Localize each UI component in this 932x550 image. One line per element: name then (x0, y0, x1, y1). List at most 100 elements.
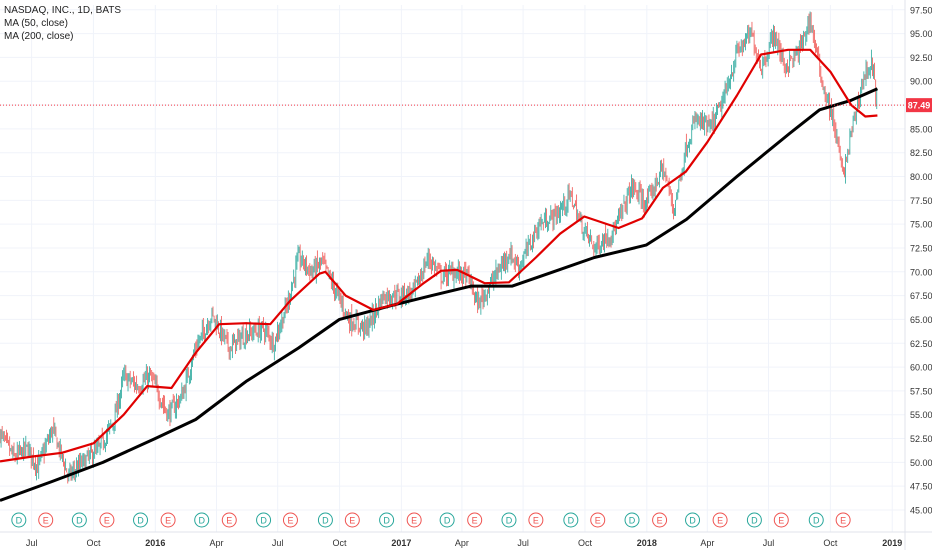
earnings-marker[interactable]: E (835, 512, 851, 528)
y-tick-label: 75.00 (910, 220, 932, 230)
marker-label: D (137, 516, 144, 526)
earnings-marker[interactable]: E (773, 512, 789, 528)
marker-circle (71, 512, 87, 528)
price-badge-bg (906, 98, 932, 113)
marker-circle (11, 512, 27, 528)
ma200-line (0, 87, 879, 502)
marker-circle (563, 512, 579, 528)
dividend-marker[interactable]: D (501, 512, 517, 528)
earnings-marker[interactable]: E (467, 512, 483, 528)
marker-label: E (717, 516, 723, 526)
marker-circle (344, 512, 360, 528)
marker-label: D (689, 516, 696, 526)
y-tick-label: 97.50 (910, 5, 932, 15)
x-axis[interactable]: Jul Oct 2016 Apr Jul Oct 2017 Apr Jul Oct 2018 Apr J… (0, 531, 932, 548)
y-tick-label: 52.50 (910, 434, 932, 444)
earnings-marker[interactable]: E (652, 512, 668, 528)
earnings-marker[interactable]: E (406, 512, 422, 528)
marker-label: D (383, 516, 390, 526)
y-tick-label: 77.50 (910, 196, 932, 206)
marker-label: D (568, 516, 575, 526)
x-tick-label: Oct (86, 538, 101, 548)
earnings-marker[interactable]: E (528, 512, 544, 528)
marker-circle (624, 512, 640, 528)
current-price-badge: 87.49 (906, 98, 932, 113)
marker-circle (38, 512, 54, 528)
dividend-marker[interactable]: D (133, 512, 149, 528)
ma50-line (0, 48, 878, 463)
y-tick-label: 65.00 (910, 315, 932, 325)
marker-label: D (198, 516, 205, 526)
marker-label: E (104, 516, 110, 526)
y-tick-label: 90.00 (910, 77, 932, 87)
earnings-marker[interactable]: E (221, 512, 237, 528)
dividend-marker[interactable]: D (71, 512, 87, 528)
marker-circle (439, 512, 455, 528)
marker-circle (282, 512, 298, 528)
x-tick-label: Jul (763, 538, 775, 548)
y-tick-label: 47.50 (910, 482, 932, 492)
marker-circle (467, 512, 483, 528)
y-tick-label: 80.00 (910, 172, 932, 182)
y-tick-label: 62.50 (910, 339, 932, 349)
earnings-marker[interactable]: E (282, 512, 298, 528)
dividend-marker[interactable]: D (563, 512, 579, 528)
y-tick-label: 95.00 (910, 29, 932, 39)
marker-label: D (260, 516, 267, 526)
marker-label: E (595, 516, 601, 526)
x-tick-label: 2018 (637, 538, 657, 548)
y-tick-label: 82.50 (910, 148, 932, 158)
marker-label: E (778, 516, 784, 526)
marker-label: D (322, 516, 329, 526)
earnings-marker[interactable]: E (712, 512, 728, 528)
marker-circle (133, 512, 149, 528)
earnings-marker[interactable]: E (590, 512, 606, 528)
marker-label: E (165, 516, 171, 526)
dividend-marker[interactable]: D (11, 512, 27, 528)
marker-circle (773, 512, 789, 528)
x-tick-label: 2016 (145, 538, 165, 548)
dividend-marker[interactable]: D (379, 512, 395, 528)
y-axis[interactable]: 97.5095.0092.5090.0087.5085.0082.5080.00… (904, 0, 932, 550)
marker-circle (652, 512, 668, 528)
marker-circle (379, 512, 395, 528)
y-tick-label: 50.00 (910, 458, 932, 468)
marker-label: D (16, 516, 23, 526)
dividend-marker[interactable]: D (194, 512, 210, 528)
earnings-marker[interactable]: E (38, 512, 54, 528)
y-tick-label: 85.00 (910, 124, 932, 134)
y-tick-label: 72.50 (910, 243, 932, 253)
x-tick-label: Oct (823, 538, 838, 548)
dividend-marker[interactable]: D (624, 512, 640, 528)
marker-label: E (657, 516, 663, 526)
marker-label: D (444, 516, 451, 526)
earnings-marker[interactable]: E (160, 512, 176, 528)
marker-label: D (629, 516, 636, 526)
marker-circle (808, 512, 824, 528)
y-tick-label: 57.50 (910, 386, 932, 396)
marker-label: E (287, 516, 293, 526)
marker-label: E (472, 516, 478, 526)
x-tick-label: 2017 (391, 538, 411, 548)
marker-circle (746, 512, 762, 528)
marker-label: D (76, 516, 83, 526)
marker-circle (835, 512, 851, 528)
marker-circle (685, 512, 701, 528)
marker-label: E (533, 516, 539, 526)
dividend-marker[interactable]: D (256, 512, 272, 528)
x-tick-label: Jul (272, 538, 284, 548)
dividend-marker[interactable]: D (746, 512, 762, 528)
dividend-marker[interactable]: D (808, 512, 824, 528)
marker-circle (406, 512, 422, 528)
earnings-marker[interactable]: E (344, 512, 360, 528)
dividend-marker[interactable]: D (685, 512, 701, 528)
earnings-marker[interactable]: E (99, 512, 115, 528)
marker-circle (712, 512, 728, 528)
marker-circle (194, 512, 210, 528)
dividend-marker[interactable]: D (317, 512, 333, 528)
dividend-marker[interactable]: D (439, 512, 455, 528)
marker-circle (501, 512, 517, 528)
x-tick-label: 2019 (882, 538, 902, 548)
